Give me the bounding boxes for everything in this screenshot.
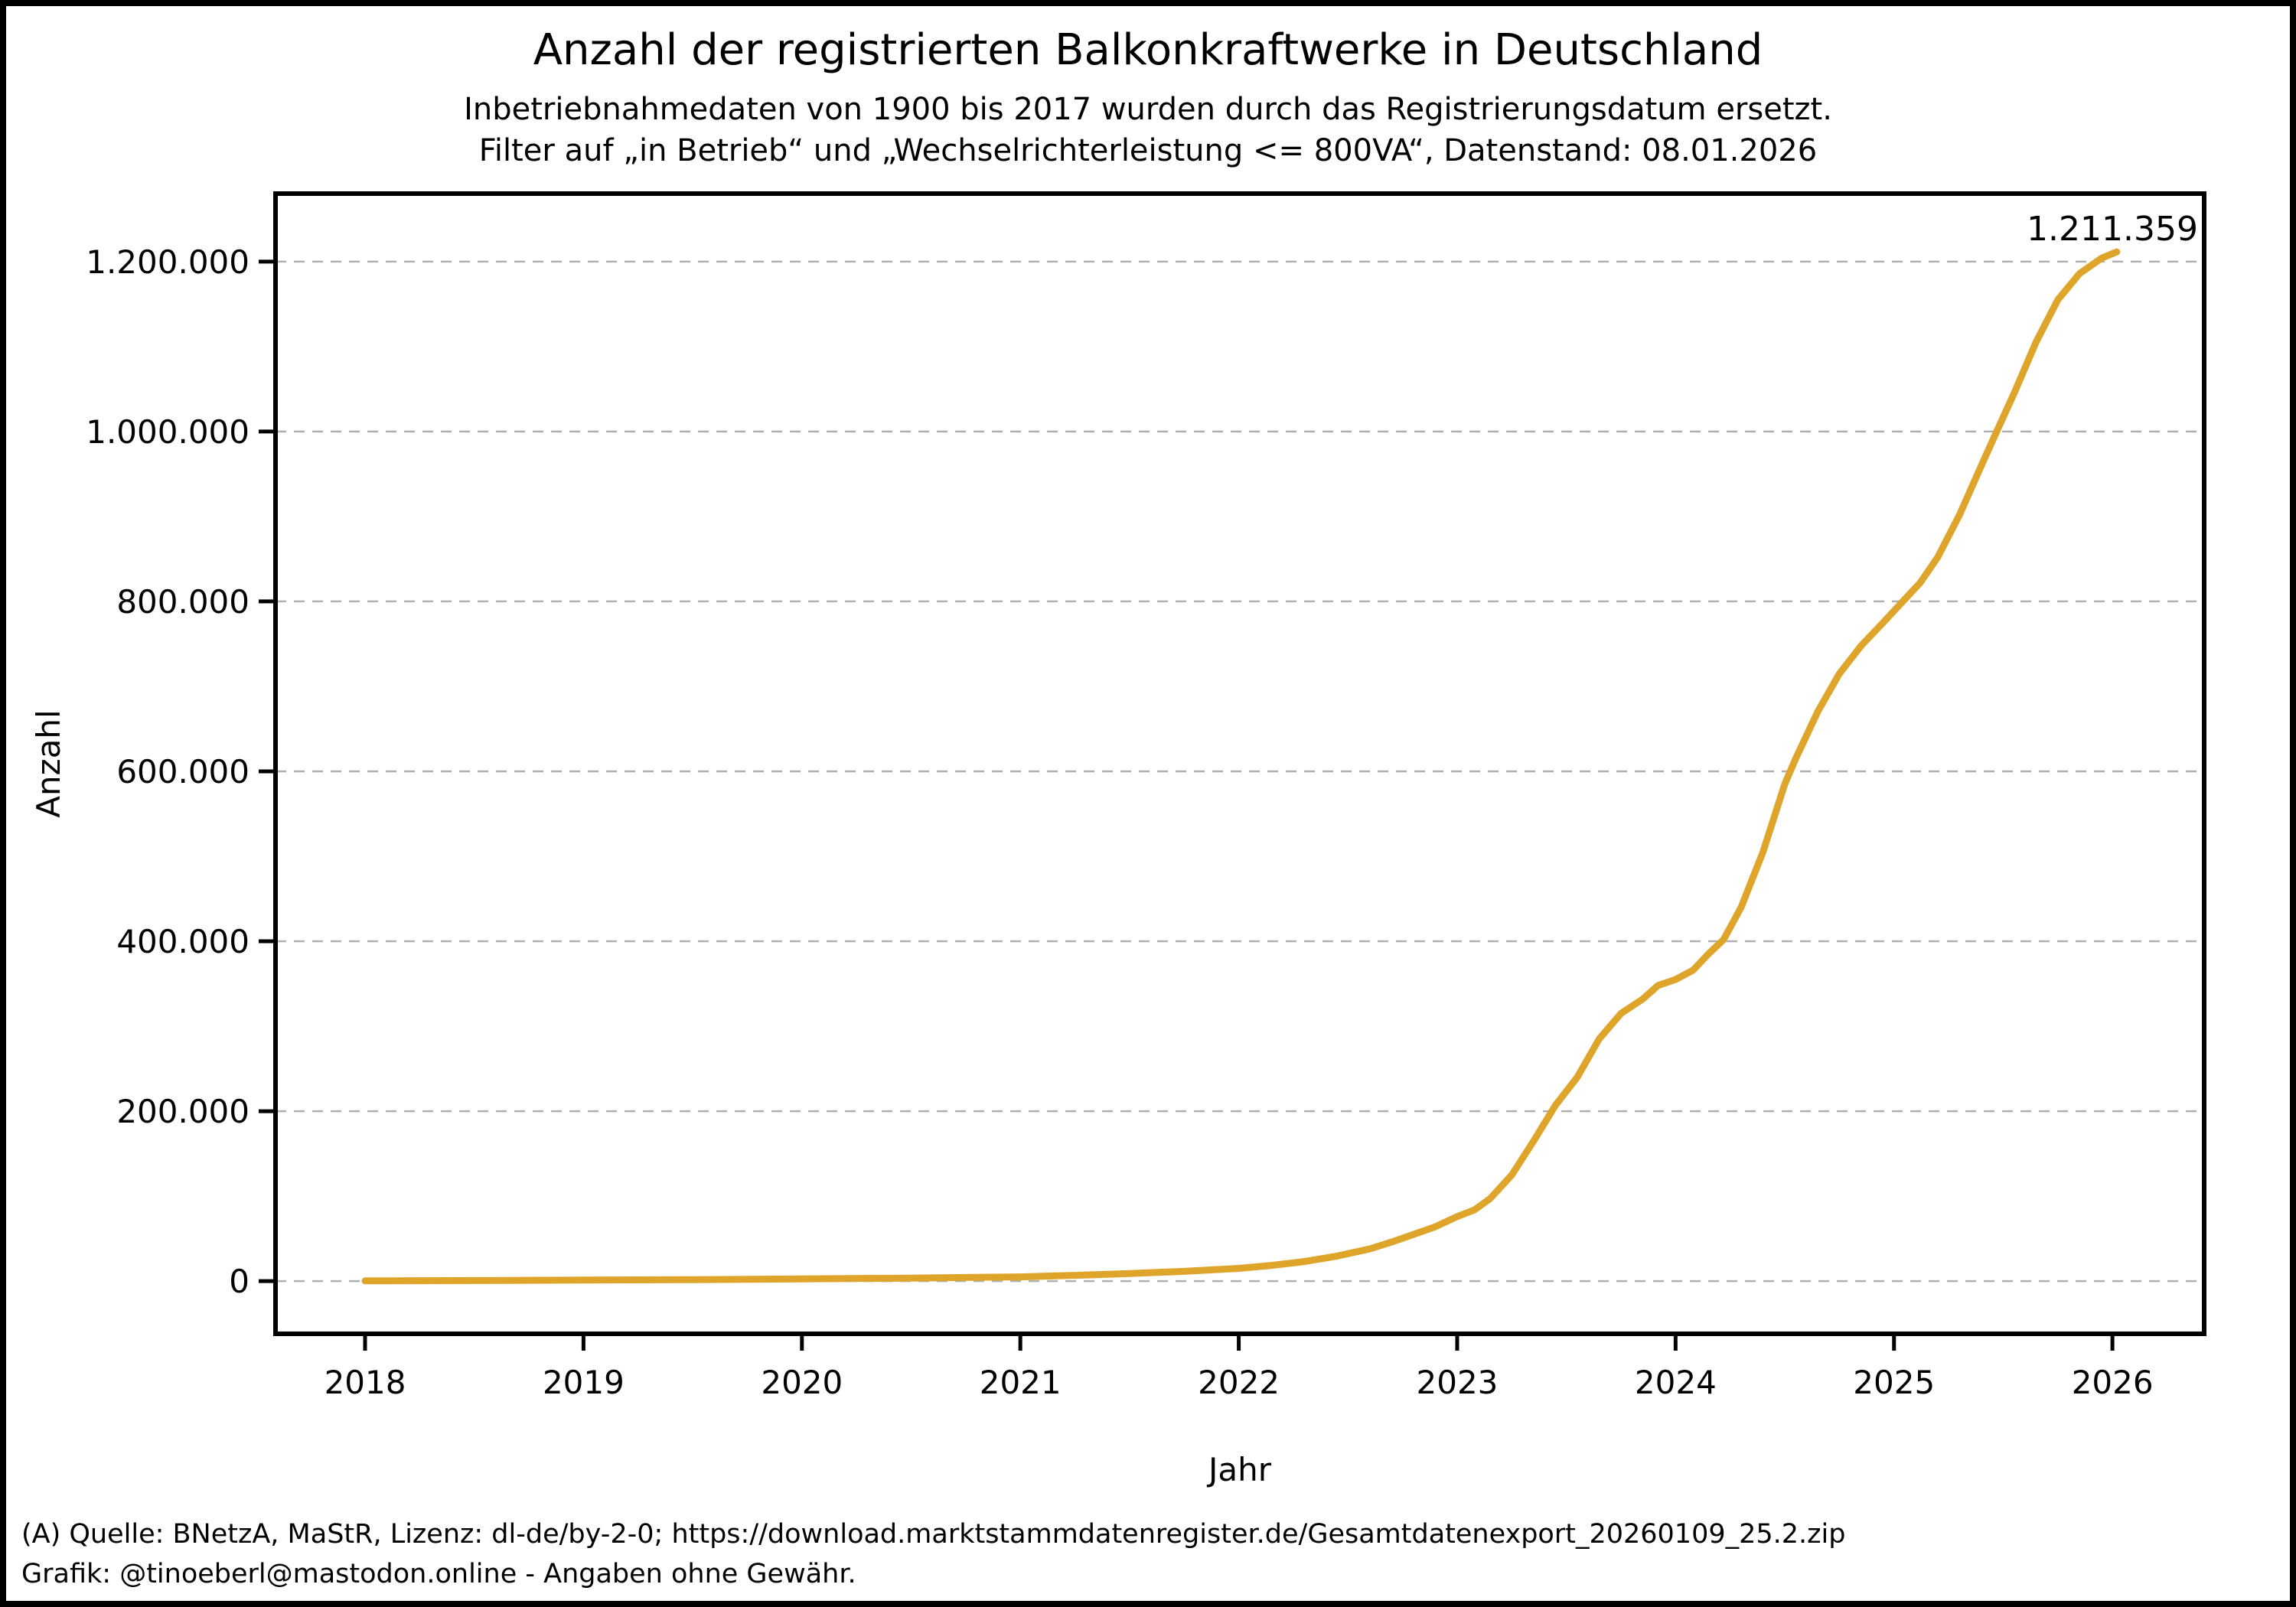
y-tick-label: 1.000.000 bbox=[86, 413, 249, 451]
x-tick-label: 2021 bbox=[980, 1364, 1062, 1401]
x-tick-label: 2026 bbox=[2072, 1364, 2154, 1401]
y-tick-label: 400.000 bbox=[116, 923, 249, 960]
footer-source: (A) Quelle: BNetzA, MaStR, Lizenz: dl-de… bbox=[21, 1519, 1845, 1550]
x-tick-label: 2018 bbox=[325, 1364, 406, 1401]
x-tick-label: 2020 bbox=[761, 1364, 843, 1401]
chart-subtitle-line2: Filter auf „in Betrieb“ und „Wechselrich… bbox=[479, 133, 1817, 168]
chart-title: Anzahl der registrierten Balkonkraftwerk… bbox=[533, 25, 1763, 75]
plot-area-border bbox=[273, 191, 2206, 1336]
chart-subtitle-line1: Inbetriebnahmedaten von 1900 bis 2017 wu… bbox=[464, 92, 1832, 127]
x-axis-ticks: 2018 2019 2020 2021 2022 2023 2024 2025 2026 bbox=[325, 1334, 2154, 1401]
x-tick-label: 2019 bbox=[543, 1364, 625, 1401]
final-value-label: 1.211.359 bbox=[2027, 210, 2198, 249]
x-tick-label: 2023 bbox=[1417, 1364, 1499, 1401]
y-axis-label: Anzahl bbox=[30, 709, 67, 817]
x-tick-label: 2022 bbox=[1198, 1364, 1280, 1401]
y-tick-label: 0 bbox=[229, 1263, 249, 1300]
x-axis-label: Jahr bbox=[1206, 1451, 1272, 1488]
y-tick-label: 800.000 bbox=[116, 583, 249, 621]
y-tick-label: 1.200.000 bbox=[86, 243, 249, 281]
y-tick-label: 200.000 bbox=[116, 1093, 249, 1130]
footer-credit: Grafik: @tinoeberl@mastodon.online - Ang… bbox=[21, 1559, 856, 1589]
x-tick-label: 2025 bbox=[1853, 1364, 1935, 1401]
x-tick-label: 2024 bbox=[1635, 1364, 1717, 1401]
y-tick-label: 600.000 bbox=[116, 753, 249, 790]
y-axis-ticks: 0 200.000 400.000 600.000 800.000 1.000.000 1.… bbox=[86, 243, 276, 1300]
data-line bbox=[361, 248, 2121, 1285]
